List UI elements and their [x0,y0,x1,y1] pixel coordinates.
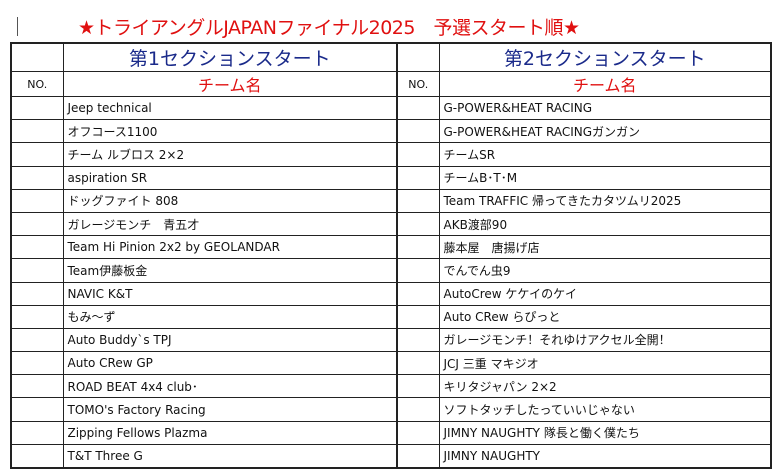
no-header: NO. [396,71,440,97]
table-row: T&T Three G JIMNY NAUGHTY [10,443,772,469]
team-name: Team Hi Pinion 2x2 by GEOLANDAR [62,235,398,260]
table-row: Team伊藤板金 でんでん虫9 [10,258,772,283]
no-cell [10,188,64,213]
no-cell [10,374,64,399]
team-name: Jeep technical [62,95,398,121]
no-cell [396,281,440,306]
no-header: NO. [10,71,64,97]
no-cell [396,95,440,121]
team-name: ガレージモンチ！それゆけアクセル全開！ [438,327,772,353]
no-cell [396,235,440,260]
team-name: オフコース1100 [62,119,398,144]
team-name: TOMO's Factory Racing [62,397,398,422]
table-row: TOMO's Factory Racing ソフトタッチしたっていいじゃない [10,397,772,422]
no-cell [10,211,64,237]
team-name: Team伊藤板金 [62,258,398,283]
page-title: ★トライアングルJAPANファイナル2025 予選スタート順★ [78,17,580,39]
team-name: キリタジャパン 2×2 [438,374,772,399]
no-cell [396,374,440,399]
no-cell [396,420,440,445]
team-name: でんでん虫9 [438,258,772,283]
no-cell [396,165,440,190]
team-name: Team TRAFFIC 帰ってきたカタツムリ2025 [438,188,772,213]
team-name: ROAD BEAT 4x4 club･ [62,374,398,399]
table-row: ドッグファイト 808 Team TRAFFIC 帰ってきたカタツムリ2025 [10,188,772,213]
table-row: Auto Buddy`s TPJ ガレージモンチ！それゆけアクセル全開！ [10,327,772,353]
team-name: G-POWER&HEAT RACING [438,95,772,121]
team-name: ソフトタッチしたっていいじゃない [438,397,772,422]
no-cell [396,258,440,283]
no-cell [396,142,440,167]
team-name: T&T Three G [62,443,398,469]
team-name: ガレージモンチ 青五才 [62,211,398,237]
table-row: Auto CRew GP JCJ 三重 マキジオ [10,351,772,376]
no-cell [10,119,64,144]
team-header: チーム名 [62,71,398,97]
team-name: Zipping Fellows Plazma [62,420,398,445]
table-row: Team Hi Pinion 2x2 by GEOLANDAR 藤本屋 唐揚げ店 [10,235,772,260]
no-cell [10,420,64,445]
no-cell [10,304,64,329]
no-cell [10,281,64,306]
no-cell [10,351,64,376]
table-row: もみ～ず Auto CRew らぴっと [10,304,772,329]
table-row: Jeep technical G-POWER&HEAT RACING [10,95,772,121]
table-row: Zipping Fellows Plazma JIMNY NAUGHTY 隊長と働… [10,420,772,445]
table-row: チーム ルブロス 2×2 チームSR [10,142,772,167]
no-cell [10,165,64,190]
no-cell [10,397,64,422]
table-row: オフコース1100 G-POWER&HEAT RACINGガンガン [10,119,772,144]
team-name: Auto CRew らぴっと [438,304,772,329]
team-name: aspiration SR [62,165,398,190]
no-cell [396,304,440,329]
team-name: NAVIC K&T [62,281,398,306]
cell-edge-mark [17,17,18,36]
no-cell [396,443,440,469]
blank-cell [10,42,64,72]
team-name: チーム ルブロス 2×2 [62,142,398,167]
column-header-row: NO. チーム名 NO. チーム名 [10,71,772,97]
no-cell [10,142,64,167]
team-name: JIMNY NAUGHTY 隊長と働く僕たち [438,420,772,445]
section-1-title: 第1セクションスタート [62,42,398,72]
section-2-title: 第2セクションスタート [438,42,772,72]
no-cell [396,351,440,376]
no-cell [10,327,64,353]
team-name: もみ～ず [62,304,398,329]
no-cell [396,119,440,144]
team-name: JIMNY NAUGHTY [438,443,772,469]
table-row: NAVIC K&T AutoCrew ケケイのケイ [10,281,772,306]
team-name: Auto CRew GP [62,351,398,376]
team-name: G-POWER&HEAT RACINGガンガン [438,119,772,144]
team-name: ドッグファイト 808 [62,188,398,213]
no-cell [396,188,440,213]
team-name: チームSR [438,142,772,167]
team-name: Auto Buddy`s TPJ [62,327,398,353]
table-row: ガレージモンチ 青五才 AKB渡部90 [10,211,772,237]
no-cell [396,327,440,353]
team-name: AKB渡部90 [438,211,772,237]
blank-cell [396,42,440,72]
start-order-table: 第1セクションスタート 第2セクションスタート NO. チーム名 NO. チーム… [10,42,772,469]
no-cell [396,211,440,237]
no-cell [10,95,64,121]
team-name: 藤本屋 唐揚げ店 [438,235,772,260]
no-cell [396,397,440,422]
team-name: AutoCrew ケケイのケイ [438,281,772,306]
team-name: JCJ 三重 マキジオ [438,351,772,376]
no-cell [10,235,64,260]
no-cell [10,258,64,283]
table-row: aspiration SR チームB･T･M [10,165,772,190]
no-cell [10,443,64,469]
team-name: チームB･T･M [438,165,772,190]
team-header: チーム名 [438,71,772,97]
section-header-row: 第1セクションスタート 第2セクションスタート [10,42,772,72]
table-row: ROAD BEAT 4x4 club･ キリタジャパン 2×2 [10,374,772,399]
